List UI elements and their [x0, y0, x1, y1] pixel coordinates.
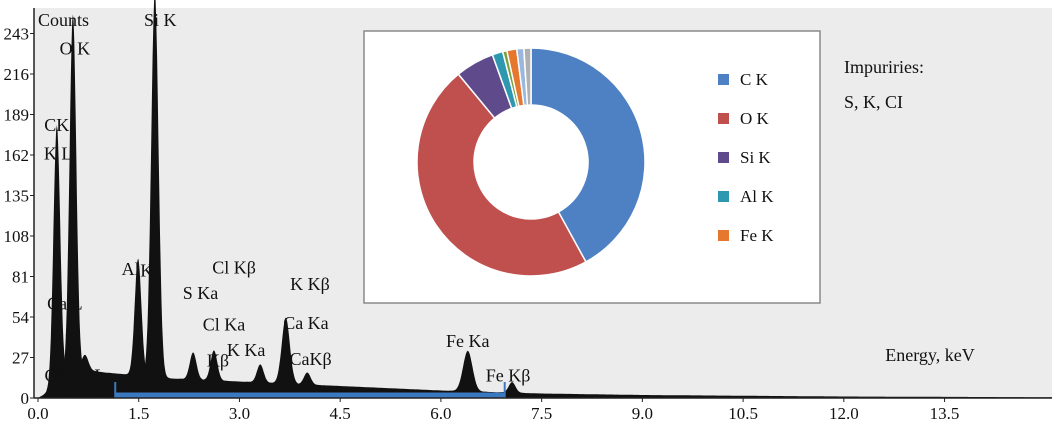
y-tick-label: 243 [4, 25, 30, 44]
peak-label: CK [44, 115, 69, 135]
spectrum-peak [124, 258, 152, 398]
peak-label: S L [51, 331, 77, 351]
composition-donut [416, 47, 646, 277]
peak-label: K Ka [227, 340, 266, 360]
composition-legend: C K O K Si K Al K Fe K [718, 70, 774, 245]
x-tick-label: 13.5 [930, 404, 960, 423]
peak-label: Ca L [47, 294, 83, 314]
legend-label: Al K [740, 187, 774, 206]
x-tick-label: 1.5 [128, 404, 149, 423]
x-axis-title: Energy, keV [885, 345, 974, 365]
y-tick-label: 54 [12, 308, 30, 327]
spectrum-peak [246, 364, 274, 398]
x-tick-label: 4.5 [330, 404, 351, 423]
peak-labels: Counts Si K O K CK K L Al K Ca L S L ClL FeL Cl Kβ… [38, 10, 530, 386]
peak-label: Al [122, 259, 140, 279]
peak-label: Fe Kβ [486, 366, 531, 386]
legend-label: C K [740, 70, 769, 89]
y-tick-labels: 0 27 54 81 108 135 162 189 216 243 [4, 25, 34, 408]
legend-label: Si K [740, 148, 771, 167]
peak-label: S Ka [183, 283, 219, 303]
x-tick-label: 3.0 [229, 404, 250, 423]
donut-slice [530, 47, 646, 263]
legend-swatch [718, 152, 729, 163]
spectrum-peak [43, 125, 71, 398]
y-tick-label: 189 [4, 106, 30, 125]
y-tick-label: 108 [4, 227, 30, 246]
spectrum-peak [293, 372, 321, 398]
x-tick-label: 10.5 [728, 404, 758, 423]
y-tick-label: 27 [12, 349, 30, 368]
energy-markers [114, 382, 506, 398]
y-tick-label: 135 [4, 187, 30, 206]
peak-label: K [140, 261, 153, 281]
peak-label: ClL FeL [45, 366, 106, 386]
peak-label: K L [44, 144, 73, 164]
legend-swatch [718, 230, 729, 241]
legend-swatch [718, 113, 729, 124]
peak-label: O K [60, 39, 91, 59]
spectrum-peak [449, 350, 487, 398]
legend-swatch [718, 74, 729, 85]
legend-label: O K [740, 109, 770, 128]
y-tick-label: 216 [4, 65, 30, 84]
spectrum-peak [200, 350, 228, 398]
x-tick-label: 12.0 [829, 404, 859, 423]
impurities-list: S, K, CI [844, 92, 903, 112]
peak-label: Cl Ka [203, 315, 246, 335]
peak-label: Counts [38, 10, 89, 30]
x-tick-label: 9.0 [632, 404, 653, 423]
spectrum-area [38, 0, 1052, 398]
spectrum-peak [269, 317, 302, 398]
peak-label: Cl Kβ [212, 258, 256, 278]
spectrum-peak [140, 0, 170, 398]
peak-label: Ca Ka [283, 313, 328, 333]
spectrum-peak [179, 352, 207, 398]
x-tick-label: 7.5 [531, 404, 552, 423]
axes [33, 8, 1052, 399]
impurities-title: Impuriries: [844, 57, 924, 77]
y-tick-label: 0 [21, 389, 30, 408]
peak-label: Si K [144, 10, 177, 30]
spectrum-peak [59, 14, 87, 398]
peak-label: Kβ [207, 351, 229, 371]
peak-label: CaKβ [290, 349, 332, 369]
peak-label: Fe Ka [446, 331, 490, 351]
spectrum-peak [71, 354, 99, 398]
x-tick-label: 0.0 [27, 404, 48, 423]
donut-slice [523, 47, 532, 106]
peak-label: K Kβ [290, 274, 330, 294]
x-tick-labels: 0.0 1.5 3.0 4.5 6.0 7.5 9.0 10.5 12.0 13.5 [27, 398, 959, 423]
donut-slice [416, 73, 587, 277]
composition-chart: C K O K Si K Al K Fe K [363, 30, 821, 304]
legend-label: Fe K [740, 226, 774, 245]
y-tick-label: 81 [12, 268, 29, 287]
x-tick-label: 6.0 [430, 404, 451, 423]
legend-swatch [718, 191, 729, 202]
y-tick-label: 162 [4, 146, 30, 165]
